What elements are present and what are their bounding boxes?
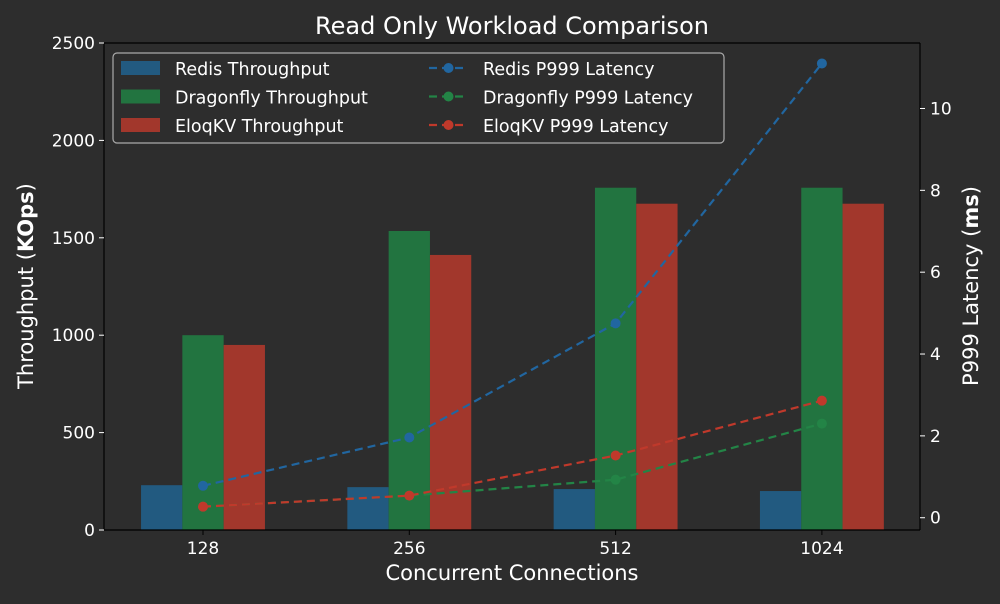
bar-eloqkv-throughput-512 [636, 203, 678, 530]
y-tick-label: 2500 [52, 34, 95, 54]
legend-frame [112, 52, 725, 144]
bar-redis-throughput-256 [347, 487, 389, 530]
legend-label: Redis P999 Latency [483, 60, 654, 80]
x-tick-label: 1024 [800, 539, 843, 559]
bar-redis-throughput-512 [553, 489, 595, 530]
y2-tick-label: 6 [930, 263, 941, 283]
latency-lines [198, 58, 827, 512]
x-tick-label: 512 [599, 539, 631, 559]
marker-point [610, 474, 621, 485]
line-dragonfly-p999-latency [202, 422, 823, 508]
plot-area [141, 187, 884, 531]
y2-axis-label: P999 Latency (ms) [959, 186, 983, 386]
bar-dragonfly-throughput-128 [182, 335, 224, 530]
legend-swatch [121, 118, 160, 132]
bar-dragonfly-throughput-256 [388, 230, 430, 530]
marker-point [198, 501, 208, 512]
legend-label: Dragonfly Throughput [175, 89, 368, 109]
y2-tick-label: 10 [930, 99, 952, 119]
legend: Redis Throughput Dragonfly Throughput Eloq… [112, 52, 725, 144]
legend-swatch [121, 89, 160, 104]
line-redis-p999-latency [202, 62, 823, 487]
legend-label: Redis Throughput [175, 60, 330, 80]
y-tick-label: 0 [84, 521, 95, 541]
line-eloqkv-p999-latency [202, 399, 823, 508]
legend-label: EloqKV P999 Latency [483, 117, 668, 137]
legend-label: EloqKV Throughput [175, 117, 344, 137]
bar-dragonfly-throughput-512 [594, 187, 637, 531]
marker-point [816, 395, 827, 406]
y-axis-ticks: 0 500 1000 1500 2000 2500 [52, 34, 104, 541]
bar-dragonfly-throughput-1024 [801, 187, 843, 531]
marker-point [404, 490, 415, 501]
marker-point [816, 58, 827, 69]
x-tick-label: 256 [393, 539, 425, 559]
chart-title: Read Only Workload Comparison [315, 12, 709, 40]
bar-eloqkv-throughput-256 [429, 254, 472, 531]
y-tick-label: 500 [63, 424, 95, 444]
x-axis-ticks: 128 256 512 1024 [187, 530, 844, 559]
y-tick-label: 1000 [52, 326, 95, 346]
y-tick-label: 2000 [52, 131, 95, 151]
y-tick-label: 1500 [52, 229, 95, 249]
x-axis-label: Concurrent Connections [385, 561, 638, 585]
y-axis-label: Throughput (KOps) [14, 183, 38, 390]
marker-point [610, 450, 621, 461]
marker-point [816, 418, 827, 429]
marker-point [610, 318, 621, 329]
bar-eloqkv-throughput-128 [223, 344, 265, 530]
y2-tick-label: 2 [930, 427, 941, 447]
y2-tick-label: 8 [930, 181, 941, 201]
y2-axis-ticks: 0 2 4 6 8 10 [920, 99, 952, 529]
legend-label: Dragonfly P999 Latency [483, 89, 693, 109]
bar-redis-throughput-128 [141, 485, 183, 530]
bar-eloqkv-throughput-1024 [842, 203, 884, 530]
marker-point [198, 480, 208, 491]
legend-swatch [121, 61, 160, 75]
bar-redis-throughput-1024 [759, 491, 802, 530]
y2-tick-label: 0 [930, 509, 941, 529]
marker-point [404, 432, 415, 443]
x-tick-label: 128 [187, 539, 219, 559]
y2-tick-label: 4 [930, 345, 941, 365]
